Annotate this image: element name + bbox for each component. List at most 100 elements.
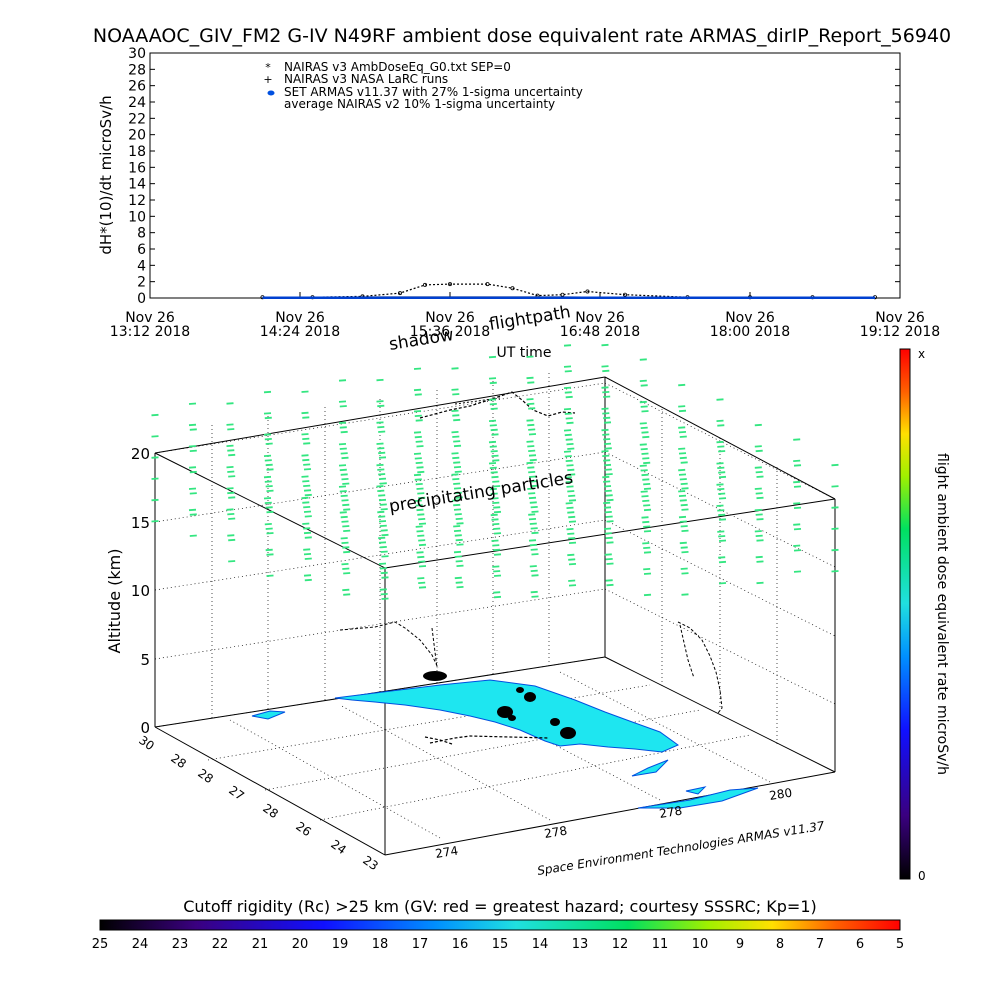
particle-mark (454, 491, 462, 495)
particle-mark (376, 442, 384, 445)
particle-mark (526, 461, 534, 465)
particle-mark (455, 496, 463, 499)
particle-mark (530, 506, 538, 509)
particle-mark (414, 435, 422, 439)
particle-mark (302, 416, 310, 419)
particle-mark (377, 447, 385, 450)
particle-mark (377, 489, 385, 492)
particle-mark (493, 510, 502, 514)
particle-mark (303, 463, 311, 466)
ts-x-tick-date: Nov 26 (575, 310, 625, 326)
particle-mark (601, 343, 609, 347)
particle-mark (413, 431, 422, 434)
particle-mark (266, 532, 274, 535)
particle-mark (379, 524, 387, 527)
particle-mark (488, 398, 497, 401)
particle-mark (417, 513, 425, 516)
particle-mark (378, 520, 387, 523)
particle-mark (151, 413, 159, 417)
particle-mark (527, 402, 535, 405)
particle-mark (831, 548, 839, 552)
particle-mark (378, 562, 387, 565)
particle-mark (415, 483, 423, 486)
particle-mark (716, 398, 724, 401)
particle-mark (376, 378, 384, 382)
particle-mark (228, 453, 236, 457)
alt-tick: 5 (140, 651, 150, 669)
lon-tick: 274 (434, 844, 459, 861)
ts-x-tick-time: 19:12 2018 (860, 324, 940, 340)
latitude-ticks: 30 28 28 27 28 26 24 23 (136, 733, 381, 873)
particle-mark (418, 522, 427, 525)
series-point (560, 292, 565, 297)
particle-mark (342, 546, 350, 549)
particle-mark (302, 480, 310, 483)
particle-mark (339, 405, 347, 408)
particle-mark (529, 501, 537, 504)
particle-mark (151, 520, 159, 523)
particle-mark (678, 447, 686, 450)
particle-mark (754, 487, 762, 490)
particle-mark (343, 508, 351, 511)
particle-mark (602, 412, 610, 415)
rc-scale-label: 19 (332, 937, 349, 952)
particle-mark (528, 449, 536, 452)
particle-mark (381, 555, 389, 558)
particle-mark (602, 475, 610, 479)
particle-mark (492, 459, 500, 462)
particle-mark (303, 442, 311, 445)
particle-mark (342, 567, 350, 570)
particle-mark (527, 423, 535, 427)
particle-mark (417, 555, 425, 559)
particle-mark (418, 560, 426, 563)
ts-y-tick-label: 10 (128, 209, 146, 225)
colorbar-label: flight ambient dose equivalent rate micr… (934, 453, 950, 775)
particle-mark (718, 475, 727, 479)
particle-mark (413, 410, 422, 413)
ts-x-tick-time: 16:48 2018 (560, 324, 640, 340)
particle-mark (603, 395, 611, 398)
particle-mark (188, 423, 197, 427)
ts-y-tick-label: 14 (128, 177, 146, 193)
particle-mark (604, 532, 612, 535)
particle-mark (343, 550, 351, 554)
particle-mark (603, 501, 611, 505)
particle-mark (641, 431, 649, 434)
particle-mark (379, 482, 387, 485)
particle-mark (456, 564, 464, 567)
particle-mark (227, 428, 235, 431)
particle-mark (304, 493, 312, 497)
particle-mark (639, 443, 647, 446)
land-island (685, 786, 707, 795)
particle-mark (491, 497, 499, 500)
flightpath-ground-projection (424, 735, 549, 745)
particle-mark (302, 458, 310, 462)
particle-mark (266, 510, 274, 514)
particle-mark (454, 555, 462, 558)
particle-mark (340, 452, 348, 455)
particle-mark (413, 452, 422, 455)
particle-mark (303, 510, 312, 513)
particle-mark (755, 534, 763, 537)
particle-mark (493, 527, 501, 530)
annotation-shadow: shadow (388, 325, 456, 355)
particle-mark (265, 527, 273, 530)
particle-mark (530, 527, 538, 530)
particle-mark (453, 461, 461, 464)
particle-mark (754, 445, 762, 448)
particle-mark (452, 478, 460, 481)
particle-mark (605, 558, 613, 561)
ts-y-tick-label: 22 (128, 111, 146, 127)
particle-mark (793, 480, 801, 484)
particle-mark (380, 529, 388, 532)
particle-mark (453, 482, 461, 485)
particle-mark (304, 578, 312, 582)
particle-mark (489, 424, 497, 427)
particle-mark (188, 466, 197, 469)
particle-mark (454, 470, 462, 473)
particle-mark (566, 528, 574, 531)
particle-mark (415, 461, 423, 464)
particle-mark (639, 400, 647, 404)
particle-mark (453, 487, 462, 490)
